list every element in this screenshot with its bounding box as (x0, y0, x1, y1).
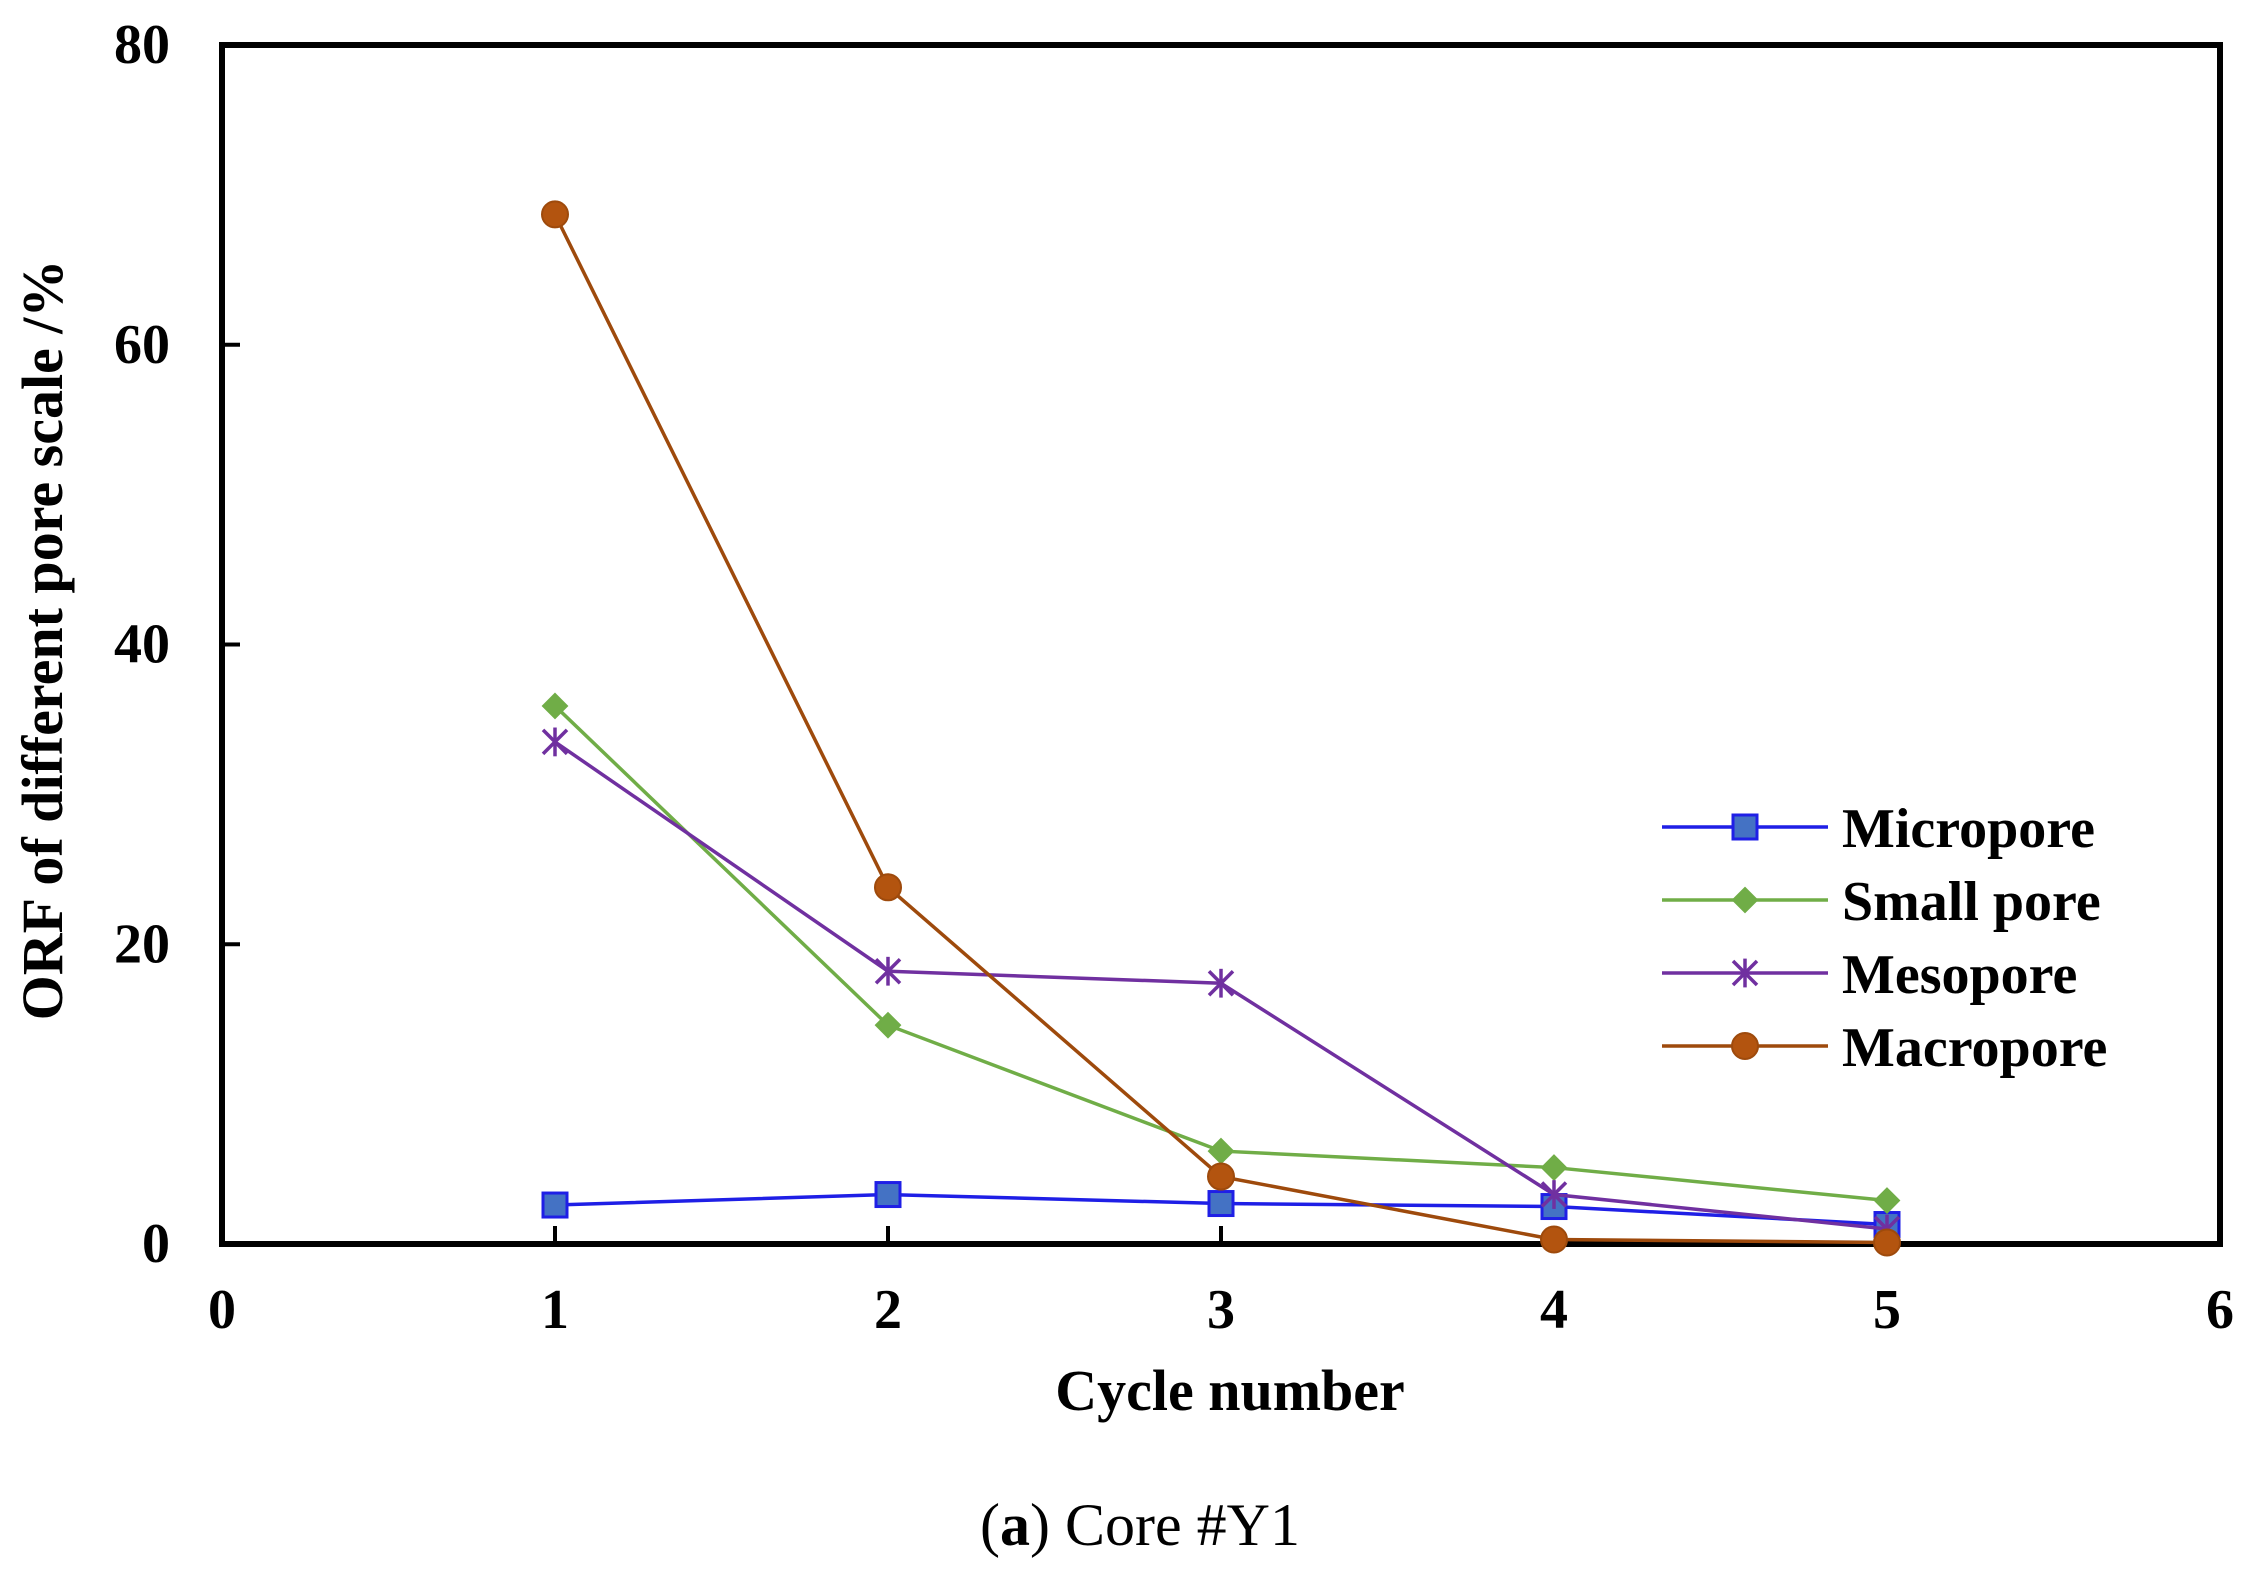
legend-label: Small pore (1842, 871, 2101, 933)
data-point (541, 200, 569, 229)
caption-text: Core #Y1 (1065, 1492, 1300, 1558)
series-line (553, 213, 1888, 1245)
legend-item: Small pore (1662, 871, 2101, 933)
x-tick-label: 0 (208, 1279, 236, 1341)
legend-item: Mesopore (1662, 944, 2077, 1006)
x-tick-label: 3 (1207, 1279, 1235, 1341)
data-point (541, 692, 569, 720)
data-point (874, 873, 902, 902)
figure-caption: (a) Core #Y1 (980, 1492, 1300, 1558)
data-point (1873, 1228, 1901, 1257)
legend-label: Macropore (1842, 1017, 2107, 1079)
y-tick-label: 0 (142, 1213, 170, 1275)
data-point (874, 1181, 902, 1209)
y-axis-title: ORF of different pore scale /% (10, 260, 75, 1021)
y-tick-label: 80 (114, 14, 170, 76)
x-tick-label: 6 (2206, 1279, 2234, 1341)
data-point (1731, 1032, 1759, 1060)
series-macropore (541, 200, 1901, 1257)
y-tick-label: 40 (114, 614, 170, 676)
data-point (1540, 1154, 1568, 1181)
series-micropore (541, 1181, 1901, 1239)
caption-close-paren: ) (1030, 1492, 1065, 1558)
x-tick-label: 5 (1873, 1279, 1901, 1341)
data-point (1540, 1225, 1568, 1254)
x-tick-label: 4 (1540, 1279, 1568, 1341)
x-axis-title: Cycle number (1055, 1358, 1405, 1423)
data-point (1731, 813, 1759, 841)
data-point (874, 1011, 902, 1039)
data-point (1207, 968, 1235, 998)
data-point (1540, 1180, 1568, 1209)
series-small-pore (541, 692, 1901, 1214)
data-point (541, 727, 569, 757)
data-point (1873, 1187, 1901, 1214)
data-point (541, 1191, 569, 1219)
data-point (874, 956, 902, 986)
legend-label: Mesopore (1842, 944, 2077, 1006)
legend-item: Macropore (1662, 1017, 2107, 1079)
caption-open-paren: ( (980, 1492, 1000, 1558)
x-tick-label: 1 (541, 1279, 569, 1341)
x-tick-label: 2 (874, 1279, 902, 1341)
y-tick-label: 60 (114, 314, 170, 376)
caption-label: a (1000, 1492, 1030, 1558)
series-line (553, 704, 1888, 1203)
data-point (1207, 1190, 1235, 1218)
series-layer (541, 200, 1901, 1257)
legend: Micropore Small pore Mesopore Macropore (1662, 798, 2107, 1079)
y-tick-label: 20 (114, 913, 170, 975)
legend-label: Micropore (1842, 798, 2095, 860)
data-point (1731, 886, 1759, 914)
data-point (1207, 1137, 1235, 1165)
data-point (1207, 1162, 1235, 1191)
y-axis-ticks: 0 20 40 60 80 (114, 14, 240, 1275)
data-point (1731, 958, 1759, 988)
legend-item: Micropore (1662, 798, 2095, 860)
